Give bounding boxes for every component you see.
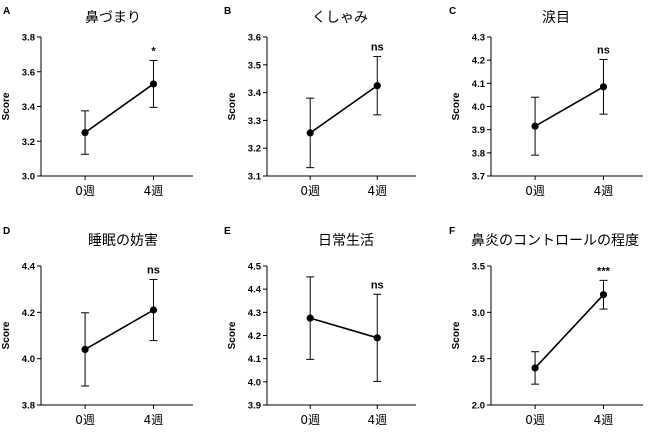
y-axis-label: Score — [227, 321, 238, 349]
y-tick-label: 3.2 — [248, 144, 261, 155]
x-tick-label: 4週 — [594, 413, 614, 427]
y-tick-label: 2.5 — [472, 354, 486, 365]
significance-label: * — [151, 45, 156, 57]
y-tick-label: 3.7 — [472, 172, 485, 183]
data-point — [81, 128, 89, 137]
y-tick-label: 3.5 — [248, 60, 262, 71]
y-tick-label: 4.5 — [248, 262, 262, 273]
x-tick-label: 4週 — [144, 184, 164, 198]
series-line — [84, 309, 154, 351]
series-line — [309, 317, 378, 339]
significance-label: ns — [147, 264, 160, 276]
chart-panel-e: E 日常生活 Score 3.9 4.0 4.1 4.2 4.3 4.4 4.5 0週 4週 ns — [224, 226, 416, 427]
y-tick-label: 3.0 — [472, 308, 485, 319]
y-tick-label: 4.1 — [472, 79, 486, 90]
x-tick-label: 0週 — [525, 413, 545, 427]
chart-panel-f: F 鼻炎のコントロールの程度 Score 2.0 2.5 3.0 3.5 0週 4週 *** — [449, 226, 643, 427]
x-tick-label: 0週 — [300, 413, 320, 427]
y-tick-label: 3.8 — [22, 33, 35, 44]
x-tick-label: 4週 — [594, 184, 614, 198]
panel-letter: C — [449, 6, 456, 17]
significance-label: *** — [597, 265, 611, 277]
data-point — [149, 306, 158, 314]
data-point — [531, 364, 539, 372]
panel-letter: F — [449, 226, 455, 237]
y-tick-label: 3.8 — [22, 401, 35, 412]
series-line — [84, 83, 154, 134]
y-tick-label: 4.0 — [472, 102, 485, 113]
y-tick-label: 3.4 — [22, 102, 36, 113]
y-axis-label: Score — [451, 321, 462, 349]
y-tick-label: 3.1 — [248, 172, 262, 183]
y-tick-label: 3.5 — [472, 262, 486, 273]
y-tick-label: 4.2 — [22, 308, 35, 319]
y-tick-label: 2.0 — [472, 401, 485, 412]
y-tick-label: 3.6 — [22, 67, 35, 78]
chart-title: 睡眠の妨害 — [88, 233, 158, 249]
chart-title: 鼻づまり — [85, 9, 141, 26]
panel-letter: E — [224, 226, 231, 237]
chart-title: 涙目 — [542, 9, 570, 26]
panel-letter: D — [3, 226, 10, 237]
y-tick-label: 3.8 — [472, 148, 485, 159]
data-point — [373, 82, 381, 90]
y-tick-label: 4.0 — [248, 377, 261, 388]
y-tick-label: 4.2 — [248, 331, 261, 342]
significance-label: ns — [597, 44, 610, 56]
series-line — [534, 86, 604, 127]
y-axis-label: Score — [1, 321, 12, 349]
data-point — [373, 334, 381, 342]
chart-panel-a: A 鼻づまり Score 3.0 3.2 3.4 3.6 3.8 0週 4週 * — [1, 6, 193, 198]
y-axis-label: Score — [1, 92, 12, 120]
y-tick-label: 4.0 — [22, 354, 35, 365]
x-tick-label: 0週 — [300, 184, 320, 198]
series-line — [309, 84, 378, 134]
series-line — [534, 294, 605, 369]
chart-panel-c: C 涙目 Score 3.7 3.8 3.9 4.0 4.1 4.2 4.3 0週 4週 ns — [449, 6, 643, 198]
y-tick-label: 4.1 — [248, 354, 262, 365]
y-tick-label: 3.2 — [22, 137, 35, 148]
data-point — [306, 129, 314, 137]
data-point — [531, 122, 539, 130]
y-tick-label: 4.3 — [472, 33, 485, 44]
y-tick-label: 3.9 — [248, 401, 261, 412]
significance-label: ns — [371, 41, 384, 53]
y-axis-label: Score — [451, 92, 462, 120]
data-point — [81, 345, 89, 353]
chart-panel-d: D 睡眠の妨害 Score 3.8 4.0 4.2 4.4 0週 4週 ns — [1, 226, 193, 427]
y-tick-label: 4.4 — [248, 285, 262, 296]
chart-title: 日常生活 — [318, 233, 374, 249]
y-tick-label: 3.3 — [248, 116, 261, 127]
panel-letter: A — [3, 6, 10, 17]
data-point — [599, 83, 608, 91]
chart-title: 鼻炎のコントロールの程度 — [471, 232, 639, 249]
y-tick-label: 4.3 — [248, 308, 261, 319]
y-tick-label: 3.6 — [248, 33, 261, 44]
y-tick-label: 3.4 — [248, 88, 262, 99]
y-axis-label: Score — [227, 92, 238, 120]
x-tick-label: 0週 — [525, 184, 545, 198]
x-tick-label: 4週 — [367, 184, 387, 198]
chart-title: くしゃみ — [312, 10, 368, 26]
data-point — [599, 291, 608, 299]
x-tick-label: 0週 — [75, 413, 95, 427]
significance-label: ns — [371, 279, 384, 291]
y-tick-label: 4.2 — [472, 56, 485, 67]
x-tick-label: 0週 — [75, 184, 95, 198]
x-tick-label: 4週 — [144, 413, 164, 427]
data-point — [149, 80, 158, 88]
chart-panel-b: B くしゃみ Score 3.1 3.2 3.3 3.4 3.5 3.6 0週 4週 ns — [224, 6, 416, 198]
y-tick-label: 4.4 — [22, 262, 36, 273]
panel-letter: B — [224, 6, 231, 17]
data-point — [306, 314, 314, 322]
y-tick-label: 3.0 — [22, 172, 35, 183]
y-tick-label: 3.9 — [472, 125, 485, 136]
x-tick-label: 4週 — [367, 413, 387, 427]
